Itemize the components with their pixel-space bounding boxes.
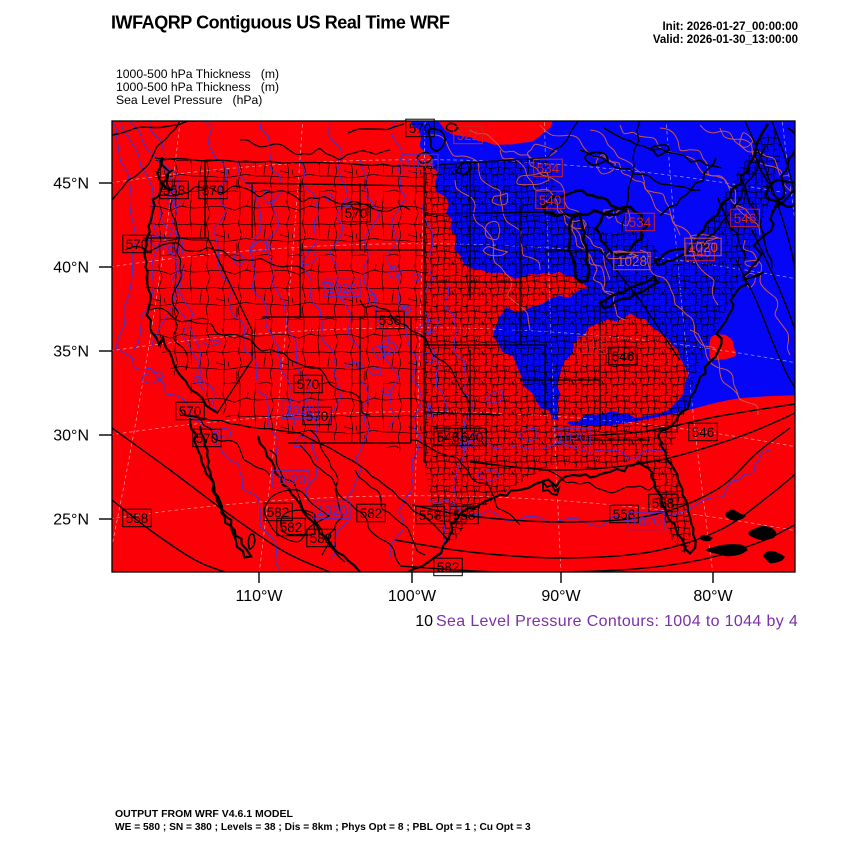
svg-text:OUTPUT FROM WRF V4.6.1 MODEL: OUTPUT FROM WRF V4.6.1 MODEL [115, 808, 294, 820]
svg-text:40°N: 40°N [53, 260, 89, 277]
svg-text:25°N: 25°N [53, 512, 89, 529]
svg-text:1020: 1020 [688, 240, 718, 255]
svg-text:582: 582 [360, 506, 383, 521]
svg-text:522: 522 [457, 128, 480, 143]
svg-text:546: 546 [612, 349, 635, 364]
svg-text:538: 538 [379, 313, 402, 328]
svg-text:1020: 1020 [631, 514, 661, 529]
svg-text:1020: 1020 [327, 281, 357, 296]
svg-text:534: 534 [537, 161, 560, 176]
svg-text:570: 570 [409, 121, 432, 136]
svg-text:1028: 1028 [617, 254, 647, 269]
svg-text:WE = 580 ; SN = 380 ; Levels =: WE = 580 ; SN = 380 ; Levels = 38 ; Dis … [115, 822, 531, 833]
svg-text:540: 540 [539, 193, 562, 208]
svg-text:Init: 2026-01-27_00:00:00: Init: 2026-01-27_00:00:00 [662, 21, 798, 33]
svg-text:Valid: 2026-01-30_13:00:00: Valid: 2026-01-30_13:00:00 [653, 34, 798, 46]
svg-text:1044: 1044 [405, 156, 436, 171]
svg-text:Sea Level Pressure (hPa): Sea Level Pressure (hPa) [116, 93, 262, 107]
svg-text:558: 558 [652, 496, 675, 511]
svg-text:1000-500 hPa Thickness (m): 1000-500 hPa Thickness (m) [116, 67, 279, 81]
svg-text:45°N: 45°N [53, 176, 89, 193]
svg-text:570: 570 [306, 409, 329, 424]
svg-text:546: 546 [437, 430, 460, 445]
svg-text:546: 546 [734, 211, 757, 226]
svg-text:30°N: 30°N [53, 428, 89, 445]
svg-text:546: 546 [692, 425, 715, 440]
svg-text:570: 570 [345, 206, 368, 221]
svg-text:100°W: 100°W [388, 588, 437, 605]
svg-text:10: 10 [415, 613, 433, 630]
svg-text:582: 582 [280, 520, 303, 535]
svg-text:1020: 1020 [317, 503, 347, 518]
svg-text:558: 558 [453, 508, 476, 523]
svg-text:534: 534 [629, 215, 652, 230]
svg-text:640: 640 [461, 430, 484, 445]
svg-text:558: 558 [613, 507, 636, 522]
svg-text:570: 570 [297, 377, 320, 392]
svg-text:90°W: 90°W [541, 588, 581, 605]
svg-text:558: 558 [126, 511, 149, 526]
svg-text:570: 570 [179, 404, 202, 419]
svg-text:Sea Level Pressure Contours: 1: Sea Level Pressure Contours: 1004 to 104… [436, 613, 798, 630]
svg-text:546: 546 [581, 338, 604, 353]
svg-text:110°W: 110°W [235, 588, 283, 605]
svg-text:558: 558 [419, 508, 442, 523]
svg-text:1020: 1020 [276, 472, 306, 487]
svg-text:1020: 1020 [285, 403, 315, 418]
svg-text:35°N: 35°N [53, 344, 89, 361]
svg-text:558: 558 [163, 183, 186, 198]
svg-text:80°W: 80°W [693, 588, 733, 605]
svg-text:570: 570 [126, 237, 149, 252]
svg-text:582: 582 [437, 560, 460, 575]
svg-text:582: 582 [310, 531, 333, 546]
svg-text:IWFAQRP Contiguous US Real Tim: IWFAQRP Contiguous US Real Time WRF [111, 13, 450, 33]
svg-text:582: 582 [267, 505, 290, 520]
svg-text:570: 570 [202, 183, 225, 198]
svg-text:570: 570 [196, 431, 219, 446]
svg-text:1000-500 hPa Thickness (m): 1000-500 hPa Thickness (m) [116, 80, 279, 94]
svg-text:1020: 1020 [557, 430, 587, 445]
